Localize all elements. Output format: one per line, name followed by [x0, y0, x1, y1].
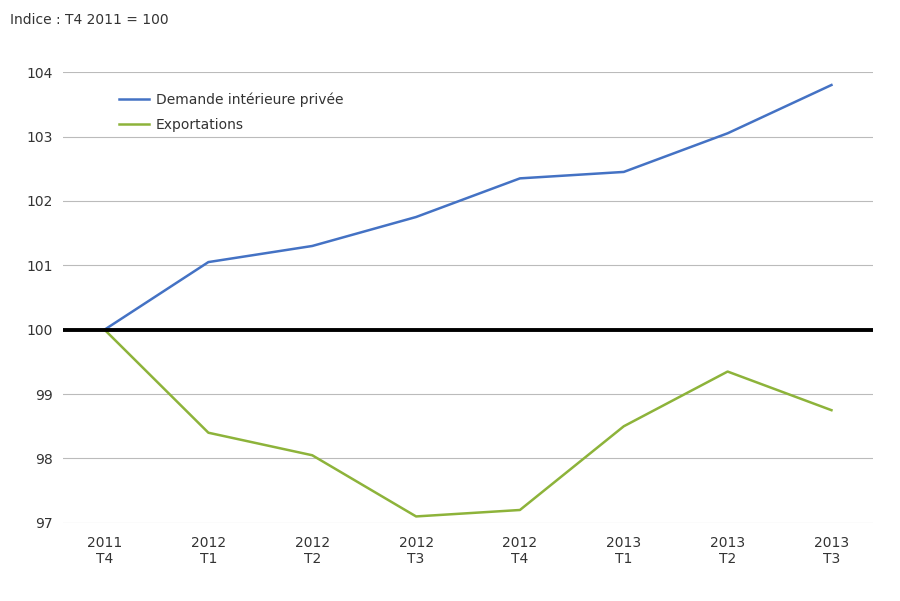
Exportations	[826, 406, 837, 413]
Exportations	[307, 451, 318, 459]
Legend: Demande intérieure privée, Exportations: Demande intérieure privée, Exportations	[119, 93, 344, 132]
Demande intérieure privée	[307, 242, 318, 249]
Demande intérieure privée	[203, 258, 214, 266]
Text: Indice : T4 2011 = 100: Indice : T4 2011 = 100	[11, 13, 169, 27]
Exportations	[203, 429, 214, 436]
Demande intérieure privée	[99, 326, 110, 334]
Exportations	[722, 368, 733, 375]
Demande intérieure privée	[410, 213, 421, 221]
Demande intérieure privée	[826, 81, 837, 88]
Line: Demande intérieure privée: Demande intérieure privée	[104, 85, 832, 330]
Line: Exportations: Exportations	[104, 330, 832, 516]
Demande intérieure privée	[618, 168, 629, 175]
Demande intérieure privée	[722, 130, 733, 137]
Exportations	[410, 513, 421, 520]
Exportations	[515, 507, 526, 514]
Exportations	[618, 423, 629, 430]
Demande intérieure privée	[515, 175, 526, 182]
Exportations	[99, 326, 110, 334]
